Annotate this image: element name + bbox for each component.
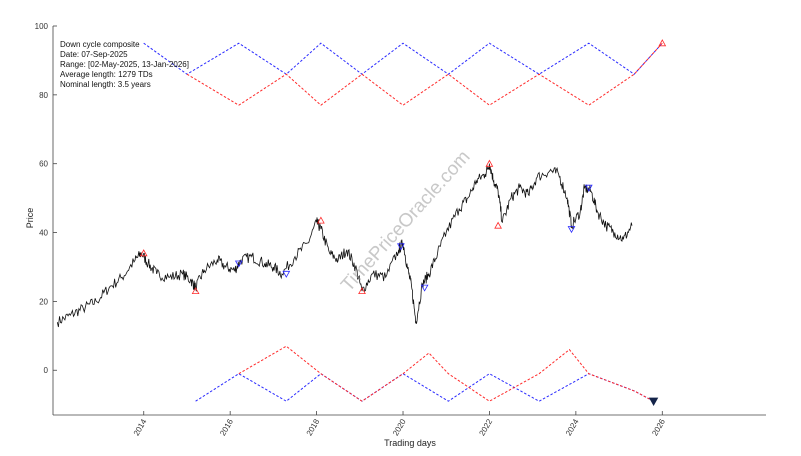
price-marker [191,287,200,295]
y-axis-label: Price [25,208,35,229]
price-marker [567,226,576,234]
y-tick-label: 60 [39,160,48,169]
x-tick-label: 2014 [132,417,149,437]
bottom-cycle-blue-line [195,373,654,402]
x-tick-label: 2020 [391,417,408,437]
price-marker [282,270,291,278]
forecast-marker [648,397,659,407]
y-ticks: 0 20 40 60 80 100 [35,22,57,375]
y-tick-label: 100 [35,22,49,31]
series-layer [56,42,663,402]
y-tick-label: 0 [44,366,49,375]
bottom-cycle-red-line [238,345,654,402]
price-marker [494,221,502,229]
info-nominal-length: Nominal length: 3.5 years [60,80,151,89]
price-marker [234,260,243,268]
marker-layer [139,39,667,407]
info-title: Down cycle composite [60,40,140,49]
price-marker [420,284,429,292]
price-marker [317,216,325,224]
info-box: Down cycle composite Date: 07-Sep-2025 R… [60,40,189,89]
x-tick-label: 2024 [564,417,581,437]
info-average-length: Average length: 1279 TDs [60,70,153,79]
price-marker [485,159,494,167]
top-cycle-blue-line [143,42,663,75]
price-marker [397,243,405,251]
x-tick-label: 2022 [477,417,494,437]
price-marker [358,287,366,295]
price-line [56,163,633,328]
info-date: Date: 07-Sep-2025 [60,50,128,59]
y-tick-label: 40 [39,229,48,238]
watermark: TimePriceOracle.com [337,147,474,296]
price-marker [584,184,593,192]
x-tick-label: 2026 [650,417,667,437]
top-cycle-red-line [186,42,663,106]
info-range: Range: [02-May-2025, 13-Jan-2026] [60,60,189,69]
y-tick-label: 20 [39,297,48,306]
x-tick-label: 2018 [305,417,322,437]
price-marker [139,249,148,257]
top-cycle-end-marker [658,39,667,47]
x-tick-label: 2016 [218,417,235,437]
plot-axes [52,26,766,416]
y-tick-label: 80 [39,91,48,100]
x-axis-label: Trading days [384,438,436,448]
